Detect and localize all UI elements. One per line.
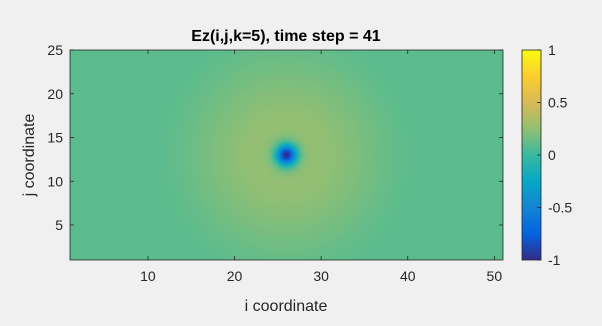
y-tick-label: 20: [47, 86, 63, 102]
colorbar-tick-label: 1: [548, 42, 556, 58]
heatmap-area: [69, 49, 504, 261]
colorbar-tick-label: 0: [548, 147, 556, 163]
chart-title: Ez(i,j,k=5), time step = 41: [191, 28, 381, 45]
y-axis-ticks: 5 10 15 20 25: [47, 42, 503, 233]
x-tick-label: 30: [313, 268, 329, 284]
colorbar-tick-label: 0.5: [548, 95, 568, 111]
x-axis-ticks: 10 20 30 40 50: [140, 50, 502, 284]
colorbar-ticks: 1 0.5 0 -0.5 -1: [537, 42, 572, 268]
x-tick-label: 40: [400, 268, 416, 284]
colorbar-tick-label: -0.5: [548, 200, 572, 216]
x-tick-label: 20: [227, 268, 243, 284]
heatmap-image: [70, 50, 503, 260]
x-axis-label: i coordinate: [245, 298, 328, 315]
x-tick-label: 50: [487, 268, 503, 284]
y-tick-label: 15: [47, 130, 63, 146]
y-tick-label: 25: [47, 42, 63, 58]
y-tick-label: 5: [55, 217, 63, 233]
colorbar-tick-label: -1: [548, 252, 561, 268]
x-tick-label: 10: [140, 268, 156, 284]
y-tick-label: 10: [47, 173, 63, 189]
plot-box: [69, 49, 504, 261]
y-axis-label: j coordinate: [21, 114, 38, 198]
colorbar: 1 0.5 0 -0.5 -1: [521, 42, 572, 268]
